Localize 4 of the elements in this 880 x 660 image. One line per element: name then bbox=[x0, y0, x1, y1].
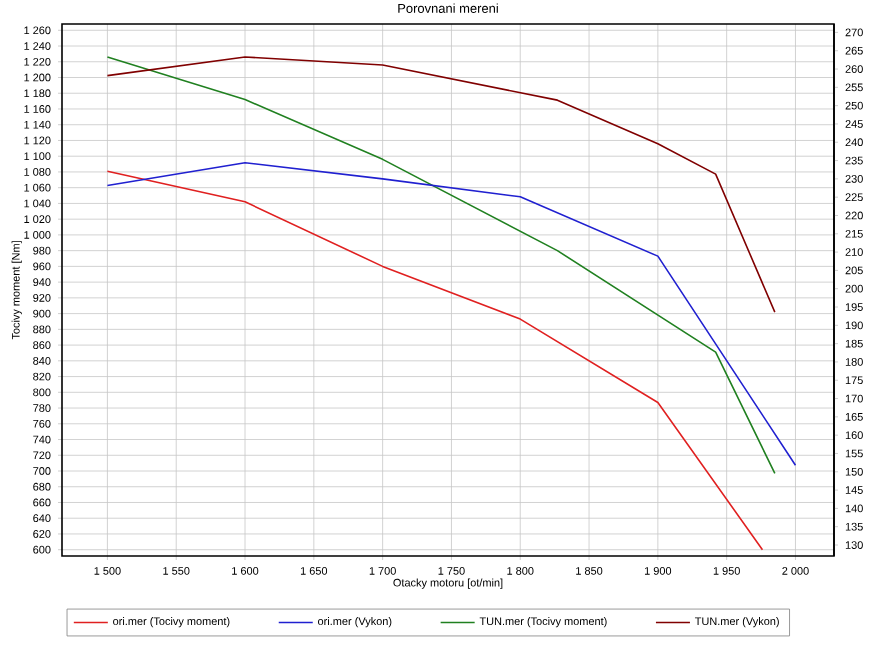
line-series bbox=[106, 56, 776, 313]
line-series bbox=[106, 56, 776, 475]
line-series bbox=[106, 161, 797, 466]
line-series bbox=[106, 170, 764, 551]
